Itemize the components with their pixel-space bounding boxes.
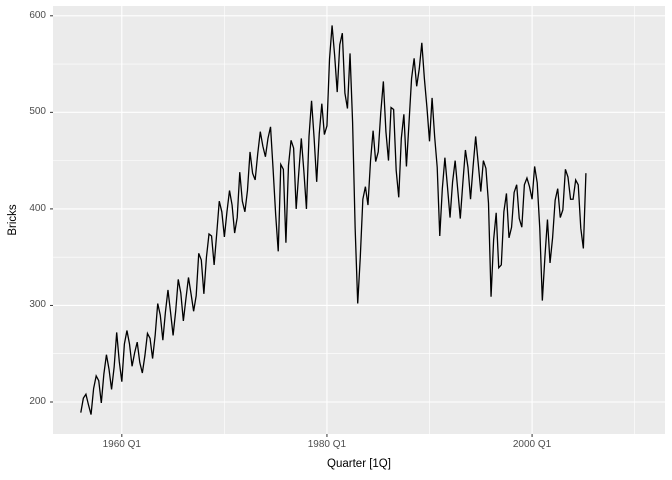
plot-panel — [53, 6, 665, 434]
x-tick-label: 1980 Q1 — [307, 439, 347, 450]
y-tick-label: 400 — [29, 202, 46, 214]
y-tick-label: 600 — [29, 9, 46, 21]
x-axis-title: Quarter [1Q] — [327, 458, 391, 470]
brick-production-line — [80, 25, 587, 415]
y-tick-label: 500 — [29, 106, 46, 118]
x-tick-label: 2000 Q1 — [512, 439, 552, 450]
y-tick-label: 200 — [29, 395, 46, 407]
y-tick-label: 300 — [29, 299, 46, 311]
y-axis-title: Bricks — [7, 204, 19, 236]
x-tick-label: 1960 Q1 — [102, 439, 141, 450]
